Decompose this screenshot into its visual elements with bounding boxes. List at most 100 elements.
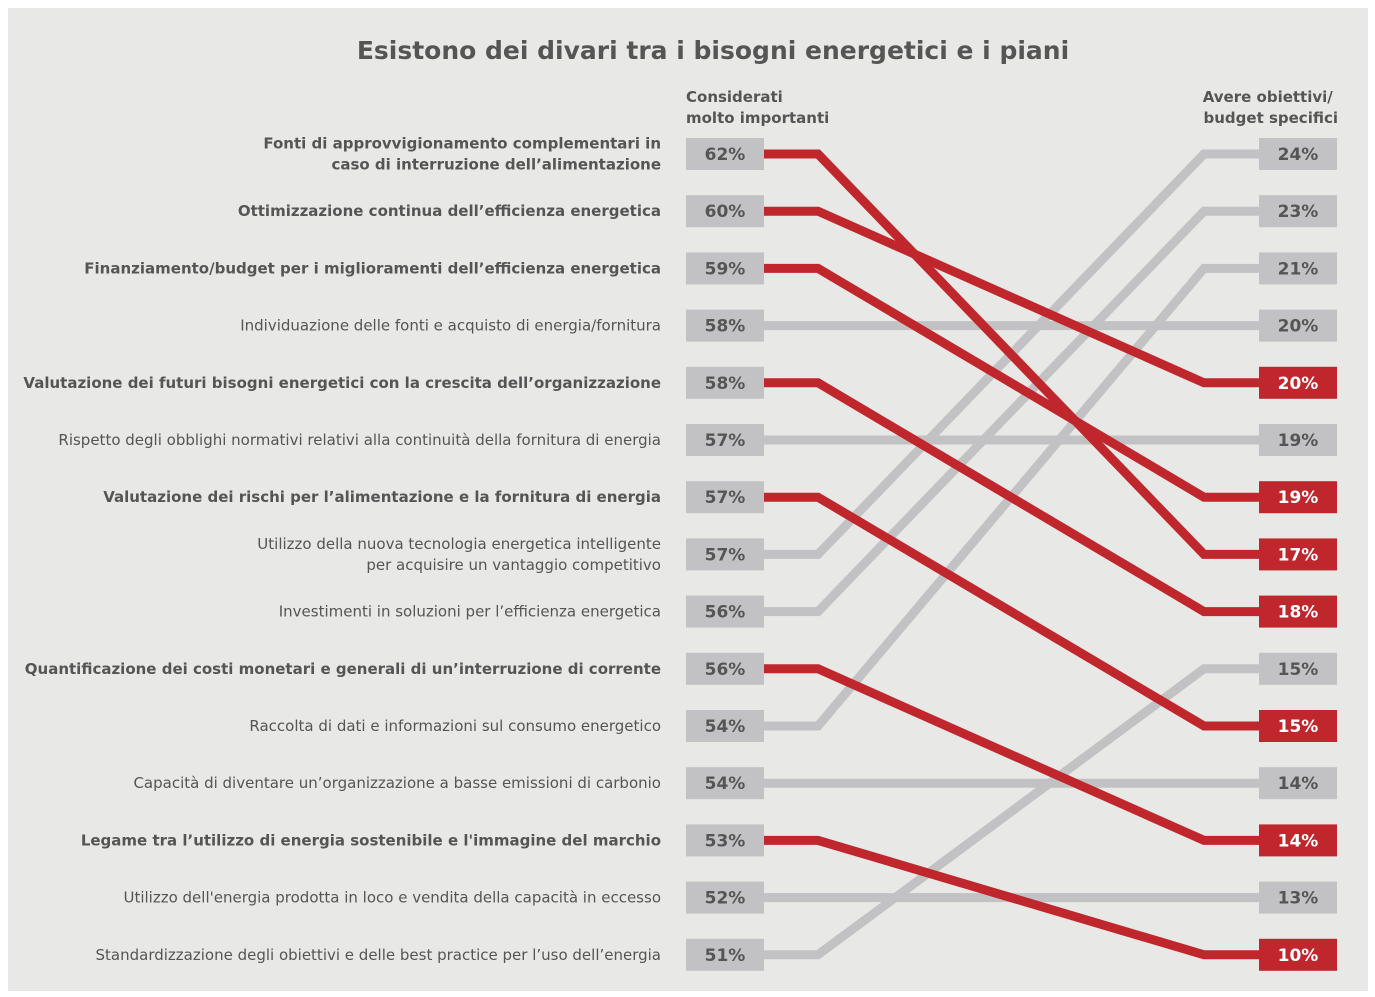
- left-value-badge: 60%: [686, 195, 764, 228]
- right-value-badge: 15%: [1259, 652, 1337, 685]
- item-label: Standardizzazione degli obiettivi e dell…: [96, 946, 661, 964]
- highlight-connector-line: [764, 263, 1259, 502]
- right-value-label: 20%: [1278, 317, 1319, 337]
- left-value-label: 62%: [705, 145, 746, 165]
- left-badge-box: [686, 138, 764, 170]
- item-label-line: caso di interruzione dell’alimentazione: [331, 156, 661, 174]
- right-value-label: 23%: [1278, 202, 1319, 222]
- item-label: Rispetto degli obblighi normativi relati…: [58, 431, 661, 449]
- left-value-label: 58%: [705, 374, 746, 394]
- left-header-line-2: molto importanti: [686, 109, 829, 127]
- left-value-label: 54%: [705, 717, 746, 737]
- left-badge-box: [686, 595, 764, 628]
- item-label-line: Quantificazione dei costi monetari e gen…: [25, 660, 661, 678]
- right-value-badge: 20%: [1259, 309, 1337, 342]
- item-label-line: Fonti di approvvigionamento complementar…: [263, 135, 661, 153]
- highlight-connector-line: [764, 664, 1259, 845]
- right-value-label: 19%: [1278, 488, 1319, 508]
- item-label: Legame tra l’utilizzo di energia sosteni…: [81, 831, 661, 849]
- left-value-label: 60%: [705, 202, 746, 222]
- left-value-label: 53%: [705, 831, 746, 851]
- left-badge-box: [686, 824, 764, 857]
- right-badge-box: [1259, 138, 1337, 170]
- right-value-badge: 14%: [1259, 824, 1337, 857]
- left-badge-box: [686, 424, 764, 456]
- right-value-badge: 21%: [1259, 252, 1337, 285]
- left-badge-box: [686, 481, 764, 514]
- right-value-badge: 17%: [1259, 538, 1337, 571]
- left-column-header: Considerati molto importanti: [686, 88, 829, 127]
- right-header-line-1: Avere obiettivi/: [1203, 88, 1334, 106]
- right-badge-box: [1259, 881, 1337, 914]
- item-label-line: Finanziamento/budget per i miglioramenti…: [84, 259, 661, 277]
- right-value-label: 15%: [1278, 660, 1319, 680]
- item-labels: Fonti di approvvigionamento complementar…: [23, 135, 661, 964]
- left-value-badge: 54%: [686, 767, 764, 800]
- left-value-label: 56%: [705, 603, 746, 623]
- left-badge-box: [686, 195, 764, 228]
- right-badge-box: [1259, 195, 1337, 228]
- left-value-badge: 57%: [686, 424, 764, 456]
- left-value-label: 52%: [705, 889, 746, 909]
- left-value-badge: 57%: [686, 538, 764, 571]
- right-value-badge: 18%: [1259, 595, 1337, 628]
- left-badge-box: [686, 366, 764, 399]
- item-label: Investimenti in soluzioni per l’efficien…: [279, 603, 661, 621]
- right-badge-box: [1259, 595, 1337, 628]
- right-value-badge: 15%: [1259, 710, 1337, 742]
- left-value-badge: 52%: [686, 881, 764, 914]
- left-value-label: 59%: [705, 259, 746, 279]
- right-value-label: 10%: [1278, 946, 1319, 966]
- right-badge-box: [1259, 538, 1337, 571]
- item-label-line: Raccolta di dati e informazioni sul cons…: [249, 717, 661, 735]
- right-badge-box: [1259, 938, 1337, 971]
- right-value-label: 21%: [1278, 259, 1319, 279]
- highlight-connector-line: [764, 206, 1259, 388]
- item-label-line: Individuazione delle fonti e acquisto di…: [240, 317, 661, 335]
- item-label-line: Capacità di diventare un’organizzazione …: [133, 774, 661, 792]
- item-label: Fonti di approvvigionamento complementar…: [263, 135, 661, 174]
- left-value-label: 51%: [705, 946, 746, 966]
- left-value-badge: 56%: [686, 652, 764, 685]
- left-value-badge: 57%: [686, 481, 764, 514]
- right-badge-box: [1259, 767, 1337, 800]
- muted-connector-line: [764, 664, 1259, 960]
- left-badge-box: [686, 767, 764, 800]
- left-badge-box: [686, 881, 764, 914]
- right-value-label: 20%: [1278, 374, 1319, 394]
- left-badge-box: [686, 652, 764, 685]
- slope-chart: Esistono dei divari tra i bisogni energe…: [23, 36, 1338, 971]
- item-label-line: Valutazione dei rischi per l’alimentazio…: [103, 488, 661, 506]
- highlight-connector-line: [764, 492, 1259, 731]
- item-label: Utilizzo della nuova tecnologia energeti…: [257, 535, 661, 574]
- right-value-badge: 13%: [1259, 881, 1337, 914]
- item-label: Quantificazione dei costi monetari e gen…: [25, 660, 661, 678]
- left-value-label: 57%: [705, 488, 746, 508]
- right-value-label: 18%: [1278, 603, 1319, 623]
- left-value-badge: 56%: [686, 595, 764, 628]
- right-badge-box: [1259, 252, 1337, 285]
- item-label: Individuazione delle fonti e acquisto di…: [240, 317, 661, 335]
- left-value-badge: 58%: [686, 366, 764, 399]
- left-value-label: 56%: [705, 660, 746, 680]
- item-label: Capacità di diventare un’organizzazione …: [133, 774, 661, 792]
- left-badge-box: [686, 710, 764, 742]
- right-value-label: 24%: [1278, 145, 1319, 165]
- highlight-connector-line: [764, 149, 1259, 559]
- right-badge-box: [1259, 824, 1337, 857]
- muted-connector-line: [764, 206, 1259, 617]
- right-value-badges: 17% 20% 19% 20% 18% 19% 15% 24% 23% 14% 21% 14% 10% 1…: [1259, 138, 1337, 971]
- item-label: Valutazione dei futuri bisogni energetic…: [23, 374, 661, 392]
- right-badge-box: [1259, 366, 1337, 399]
- right-value-badge: 23%: [1259, 195, 1337, 228]
- left-value-badge: 58%: [686, 309, 764, 342]
- right-value-badge: 10%: [1259, 938, 1337, 971]
- item-label-line: Standardizzazione degli obiettivi e dell…: [96, 946, 661, 964]
- right-value-label: 19%: [1278, 431, 1319, 451]
- chart-panel: Esistono dei divari tra i bisogni energe…: [8, 8, 1368, 991]
- item-label: Finanziamento/budget per i miglioramenti…: [84, 259, 661, 277]
- left-badge-box: [686, 252, 764, 285]
- right-value-label: 15%: [1278, 717, 1319, 737]
- left-value-badge: 51%: [686, 938, 764, 971]
- right-value-badge: 20%: [1259, 366, 1337, 399]
